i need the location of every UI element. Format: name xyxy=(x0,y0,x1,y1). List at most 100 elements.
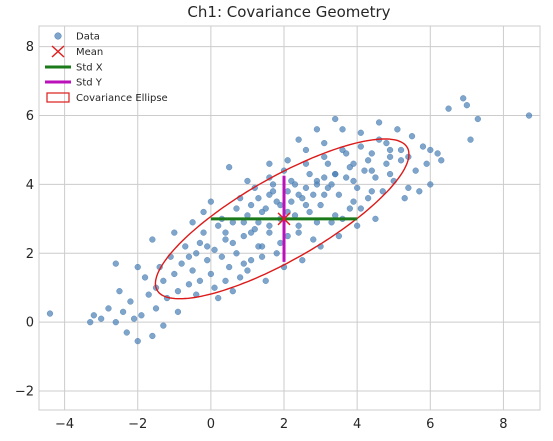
data-point xyxy=(299,257,306,264)
x-tick-label: 8 xyxy=(499,417,507,432)
data-point xyxy=(262,277,269,284)
data-point xyxy=(240,260,247,267)
data-point xyxy=(116,288,123,295)
legend-entry-std-y: Std Y xyxy=(45,78,103,89)
data-point xyxy=(416,188,423,195)
data-point xyxy=(419,143,427,150)
data-point xyxy=(302,201,310,209)
data-point xyxy=(383,160,390,167)
data-point xyxy=(123,329,130,336)
data-point xyxy=(383,139,390,147)
plot-frame xyxy=(38,25,541,411)
data-point xyxy=(354,222,361,229)
data-point xyxy=(284,157,291,164)
y-tick-label: 6 xyxy=(26,109,34,124)
data-point xyxy=(240,232,247,240)
data-point xyxy=(141,274,149,281)
data-point xyxy=(372,174,379,181)
data-point xyxy=(427,181,434,188)
data-point xyxy=(207,198,214,205)
data-point xyxy=(145,291,152,298)
data-point xyxy=(196,239,204,247)
data-point xyxy=(350,177,357,185)
data-point xyxy=(295,229,302,236)
data-point xyxy=(248,257,255,264)
data-point xyxy=(332,170,339,178)
data-point xyxy=(346,164,353,171)
data-point xyxy=(463,102,470,109)
data-point xyxy=(244,267,251,274)
data-point xyxy=(321,153,328,160)
data-point xyxy=(149,332,156,340)
data-point xyxy=(244,177,251,185)
legend-marker-mean xyxy=(51,45,65,58)
data-point xyxy=(397,146,405,154)
data-point xyxy=(401,195,408,202)
data-point xyxy=(189,219,196,226)
data-point xyxy=(255,195,262,202)
data-point xyxy=(233,250,240,257)
data-point xyxy=(423,160,430,167)
data-point xyxy=(365,157,372,164)
data-point xyxy=(87,319,94,326)
data-point xyxy=(189,267,196,274)
data-point xyxy=(211,284,218,291)
data-point xyxy=(372,215,379,222)
data-point xyxy=(445,105,452,112)
data-point xyxy=(138,312,145,319)
x-tick-label: 0 xyxy=(207,417,215,432)
data-point xyxy=(258,208,266,216)
mean-marker xyxy=(277,212,291,226)
data-point xyxy=(171,229,178,236)
data-point xyxy=(160,277,167,284)
covariance-ellipse xyxy=(154,138,410,300)
data-point xyxy=(266,229,273,236)
data-point xyxy=(321,191,328,198)
data-point xyxy=(357,205,364,212)
legend-marker-data xyxy=(54,32,62,40)
data-point xyxy=(295,136,302,143)
data-point xyxy=(277,201,284,209)
legend-label-std-x: Std X xyxy=(76,63,103,74)
data-point xyxy=(112,260,119,267)
data-point xyxy=(130,315,138,322)
data-point xyxy=(266,191,273,198)
data-point xyxy=(248,201,255,209)
x-tick-label: 4 xyxy=(353,417,361,432)
data-point xyxy=(343,174,350,181)
chart-title: Ch1: Covariance Geometry xyxy=(187,3,390,21)
data-point xyxy=(226,164,233,171)
data-point xyxy=(408,133,416,140)
data-point xyxy=(306,170,313,178)
data-point xyxy=(379,188,386,195)
data-point xyxy=(233,205,240,212)
y-tick-label: 8 xyxy=(26,40,34,55)
x-tick-label: −2 xyxy=(128,417,147,432)
legend-entry-data: Data xyxy=(54,32,100,43)
data-point xyxy=(434,150,441,157)
data-point xyxy=(354,184,361,191)
data-point xyxy=(460,95,467,102)
data-point xyxy=(185,253,193,260)
data-point xyxy=(368,167,375,174)
y-tick-label: 0 xyxy=(26,316,34,331)
data-point xyxy=(204,257,211,264)
data-point xyxy=(386,153,394,160)
data-point xyxy=(375,119,383,126)
data-point xyxy=(204,243,211,250)
data-point xyxy=(368,188,375,195)
data-point xyxy=(343,150,350,157)
data-point xyxy=(339,126,346,133)
data-point xyxy=(295,191,302,198)
data-point xyxy=(215,294,222,302)
data-point xyxy=(222,277,229,284)
y-tick-label: −2 xyxy=(15,385,34,400)
x-tick-label: 2 xyxy=(280,417,288,432)
data-point xyxy=(394,126,401,133)
data-point xyxy=(211,246,218,253)
data-point xyxy=(306,208,313,216)
data-point xyxy=(218,253,225,260)
data-point xyxy=(288,198,295,205)
data-point xyxy=(357,143,364,150)
